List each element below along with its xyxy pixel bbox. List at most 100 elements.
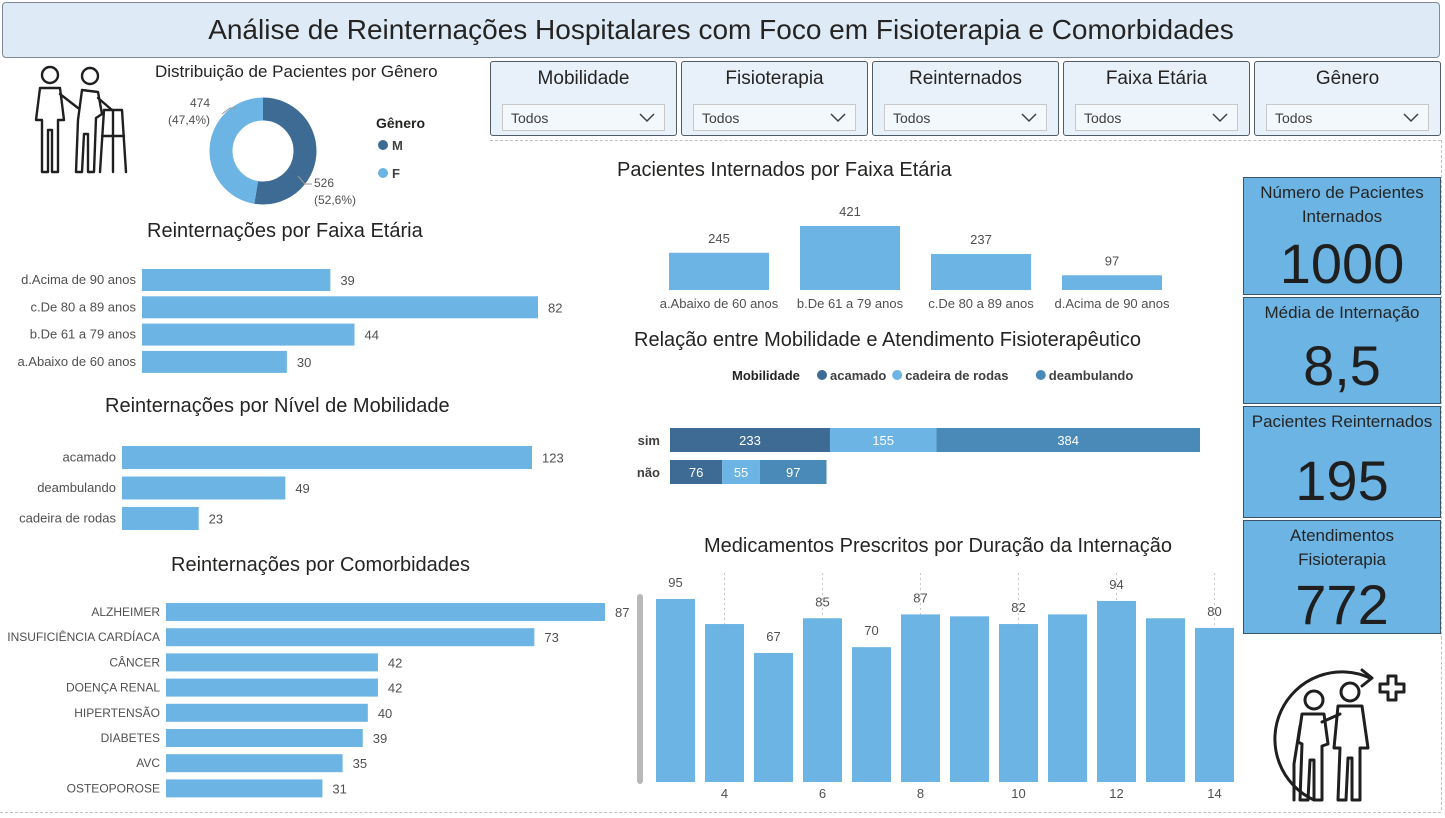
bar (166, 628, 535, 647)
admitted-age-chart-title: Pacientes Internados por Faixa Etária (617, 159, 952, 181)
column (950, 616, 989, 782)
kpi-value: 772 (1295, 573, 1389, 636)
bar (166, 653, 378, 672)
admitted-age-column-chart: 245 a.Abaixo de 60 anos 421 b.De 61 a 79 an… (660, 204, 1170, 311)
column (705, 624, 744, 782)
data-label: 95 (668, 575, 682, 590)
section-divider (0, 812, 1441, 813)
category-label: DIABETES (101, 731, 160, 745)
data-label: 94 (1109, 577, 1123, 592)
slicer-genero[interactable]: Gênero Todos (1254, 61, 1441, 136)
kpi-label: Atendimentos Fisioterapia (1290, 526, 1394, 569)
physiotherapy-assist-icon (1273, 668, 1406, 802)
data-label: 82 (548, 300, 562, 315)
data-label: 40 (378, 706, 392, 721)
slicer-value: Todos (702, 110, 740, 126)
legend-marker (817, 370, 827, 380)
bar (122, 507, 199, 530)
legend-label: M (392, 138, 403, 153)
data-label: 87 (913, 590, 927, 605)
category-label: d.Acima de 90 anos (21, 272, 136, 287)
chevron-down-icon (830, 113, 846, 123)
kpi-card-media-internacao: Média de Internação 8,5 (1243, 297, 1441, 404)
data-label: 233 (739, 433, 761, 448)
data-label: 42 (388, 655, 402, 670)
data-label: 237 (970, 232, 992, 247)
data-label: 39 (373, 731, 387, 746)
data-label: 85 (815, 594, 829, 609)
data-label: 80 (1207, 604, 1221, 619)
data-label: 87 (615, 605, 629, 620)
slicer-reinternados[interactable]: Reinternados Todos (872, 61, 1059, 136)
x-tick-label: 8 (917, 786, 924, 801)
legend-label: F (392, 166, 400, 181)
data-label: (52,6%) (314, 193, 356, 207)
legend-title: Mobilidade (732, 368, 800, 383)
category-label: CÂNCER (109, 654, 160, 669)
data-label: 474 (190, 96, 210, 110)
mobility-physio-stacked-chart: Mobilidade acamado cadeira de rodas deambul… (637, 368, 1200, 484)
slicer-dropdown[interactable]: Todos (502, 104, 665, 131)
column (1146, 618, 1185, 782)
data-label: 42 (388, 681, 402, 696)
category-label: b.De 61 a 79 anos (797, 296, 904, 311)
kpi-label: Número de Pacientes Internados (1260, 183, 1424, 226)
x-tick-label: 12 (1109, 786, 1123, 801)
leader-line (221, 107, 236, 115)
dashboard-title-bar: Análise de Reinternações Hospitalares co… (2, 2, 1440, 58)
slicer-title: Gênero (1315, 68, 1380, 89)
meds-duration-column-chart: 95 4 67 85 6 70 87 8 82 10 94 12 80 14 (656, 573, 1234, 801)
bar (142, 350, 287, 373)
category-label: c.De 80 a 89 anos (928, 296, 1034, 311)
mobility-physio-chart-title: Relação entre Mobilidade e Atendimento F… (634, 329, 1141, 351)
slicer-title: Fisioterapia (725, 68, 824, 89)
slicer-dropdown[interactable]: Todos (1266, 104, 1429, 131)
data-label: 30 (297, 355, 311, 370)
gender-chart-title: Distribuição de Pacientes por Gênero (155, 62, 438, 81)
data-label: 55 (734, 465, 748, 480)
kpi-value: 1000 (1279, 232, 1405, 295)
slicer-dropdown[interactable]: Todos (884, 104, 1047, 131)
slicer-faixa-etaria[interactable]: Faixa Etária Todos (1063, 61, 1250, 136)
pie-slice-f (209, 97, 264, 204)
slicer-fisioterapia[interactable]: Fisioterapia Todos (681, 61, 868, 136)
legend-marker (378, 140, 388, 150)
column (1097, 600, 1136, 782)
legend-marker (1035, 370, 1046, 380)
x-tick-label: 14 (1207, 786, 1221, 801)
column (754, 652, 793, 782)
x-tick-label: 10 (1011, 786, 1025, 801)
pie-slice-m (254, 97, 317, 205)
chart-scrollbar[interactable] (637, 594, 643, 784)
stacked-bar-segment (670, 428, 830, 452)
readm-comorb-chart-title: Reinternações por Comorbidades (171, 554, 471, 576)
slicer-mobilidade[interactable]: Mobilidade Todos (490, 61, 677, 136)
stacked-bar-segment (936, 428, 1200, 452)
column (1062, 275, 1162, 290)
stacked-bar-segment (829, 428, 937, 452)
bar (166, 603, 605, 621)
data-label: 97 (1105, 253, 1119, 268)
stacked-bar-segment (722, 460, 760, 484)
slicer-dropdown[interactable]: Todos (693, 104, 856, 131)
slicer-title: Reinternados (908, 68, 1023, 89)
category-label: ALZHEIMER (91, 605, 160, 619)
leader-line (297, 175, 312, 185)
dashboard-title: Análise de Reinternações Hospitalares co… (208, 14, 1234, 45)
category-label: HIPERTENSÃO (74, 706, 160, 720)
kpi-label: Pacientes Reinternados (1251, 412, 1433, 431)
data-label: 67 (766, 629, 780, 644)
slicer-dropdown[interactable]: Todos (1075, 104, 1238, 131)
category-label: a.Abaixo de 60 anos (660, 296, 779, 311)
data-label: (47,4%) (168, 113, 210, 127)
slicer-value: Todos (1084, 110, 1122, 126)
slicer-value: Todos (511, 110, 549, 126)
legend-marker (892, 370, 903, 380)
kpi-card-atendimentos-fisioterapia: Atendimentos Fisioterapia 772 (1243, 520, 1441, 636)
data-label: 155 (872, 433, 894, 448)
stacked-bar-segment (670, 460, 723, 484)
category-label: a.Abaixo de 60 anos (17, 354, 136, 369)
category-label: c.De 80 a 89 anos (30, 299, 136, 314)
bar (142, 269, 331, 291)
category-label: sim (638, 433, 660, 448)
